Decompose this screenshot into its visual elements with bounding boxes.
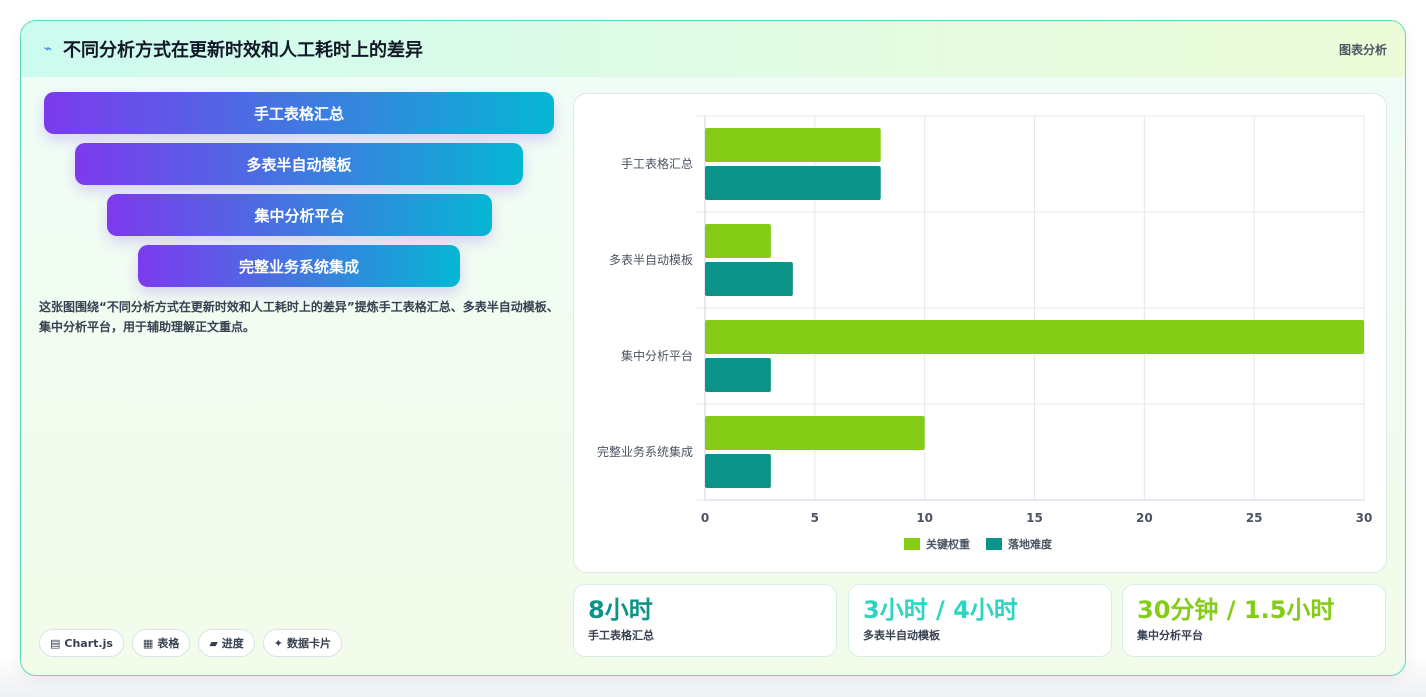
table-icon: ▦ bbox=[142, 636, 154, 650]
bar bbox=[705, 262, 793, 296]
bar bbox=[705, 416, 925, 450]
legend-label: 关键权重 bbox=[926, 537, 970, 551]
progress-icon: ▰ bbox=[209, 636, 218, 650]
bar bbox=[705, 358, 771, 392]
stat-card-1: 8小时 手工表格汇总 bbox=[573, 584, 837, 657]
chart-panel: 手工表格汇总多表半自动模板集中分析平台完整业务系统集成 0 5 10 15 20 25 30 关… bbox=[573, 93, 1387, 573]
y-tick-label: 手工表格汇总 bbox=[621, 156, 693, 171]
page-title: 不同分析方式在更新时效和人工耗时上的差异 bbox=[63, 40, 423, 61]
bar bbox=[705, 166, 881, 200]
stat-label: 多表半自动模板 bbox=[863, 629, 940, 642]
stat-value: 30分钟 / 1.5小时 bbox=[1137, 596, 1335, 624]
stat-value: 8小时 bbox=[588, 596, 653, 624]
y-tick-label: 多表半自动模板 bbox=[609, 253, 693, 267]
chart-icon: ▤ bbox=[50, 636, 61, 650]
chart-card: ⌁ 不同分析方式在更新时效和人工耗时上的差异 图表分析 手工表格汇总 多表半自动… bbox=[20, 20, 1406, 676]
bar bbox=[705, 224, 771, 258]
stat-card-3: 30分钟 / 1.5小时 集中分析平台 bbox=[1122, 584, 1386, 657]
funnel-step-4: 完整业务系统集成 bbox=[138, 245, 460, 287]
x-tick-label: 5 bbox=[811, 511, 819, 525]
chip-table[interactable]: ▦ 表格 bbox=[131, 629, 191, 657]
bar bbox=[705, 320, 1364, 354]
chip-label: 进度 bbox=[221, 637, 244, 650]
stat-value: 3小时 / 4小时 bbox=[863, 596, 1018, 624]
stat-card-2: 3小时 / 4小时 多表半自动模板 bbox=[848, 584, 1112, 657]
chip-chartjs[interactable]: ▤ Chart.js bbox=[39, 629, 124, 657]
chip-data-card[interactable]: ✦ 数据卡片 bbox=[262, 629, 343, 657]
bar bbox=[705, 128, 881, 162]
card-header: ⌁ 不同分析方式在更新时效和人工耗时上的差异 图表分析 bbox=[21, 21, 1405, 77]
x-tick-label: 0 bbox=[701, 511, 709, 525]
x-tick-label: 30 bbox=[1356, 511, 1373, 525]
funnel-step-2: 多表半自动模板 bbox=[75, 143, 523, 185]
x-tick-label: 10 bbox=[916, 511, 933, 525]
legend-swatch bbox=[986, 538, 1002, 550]
sparkle-icon: ✦ bbox=[273, 636, 284, 650]
stat-label: 手工表格汇总 bbox=[588, 629, 654, 642]
legend-swatch bbox=[904, 538, 920, 550]
chart-description: 这张图围绕“不同分析方式在更新时效和人工耗时上的差异”提炼手工表格汇总、多表半自… bbox=[39, 300, 559, 334]
chip-progress[interactable]: ▰ 进度 bbox=[198, 629, 255, 657]
chip-label: 表格 bbox=[157, 637, 180, 650]
chip-label: Chart.js bbox=[64, 636, 113, 650]
x-tick-label: 15 bbox=[1026, 511, 1043, 525]
header-tag: 图表分析 bbox=[1338, 43, 1387, 57]
x-tick-label: 25 bbox=[1246, 511, 1263, 525]
chart-line-icon: ⌁ bbox=[43, 41, 53, 57]
tag-chips: ▤ Chart.js ▦ 表格 ▰ 进度 ✦ 数据卡片 bbox=[39, 629, 343, 657]
stat-label: 集中分析平台 bbox=[1137, 629, 1203, 642]
funnel-step-3: 集中分析平台 bbox=[107, 194, 492, 236]
funnel-step-1: 手工表格汇总 bbox=[44, 92, 554, 134]
bar bbox=[705, 454, 771, 488]
y-tick-label: 完整业务系统集成 bbox=[597, 444, 693, 459]
y-tick-label: 集中分析平台 bbox=[621, 348, 693, 363]
chip-label: 数据卡片 bbox=[287, 637, 332, 650]
legend-label: 落地难度 bbox=[1008, 537, 1053, 551]
x-tick-label: 20 bbox=[1136, 511, 1153, 525]
